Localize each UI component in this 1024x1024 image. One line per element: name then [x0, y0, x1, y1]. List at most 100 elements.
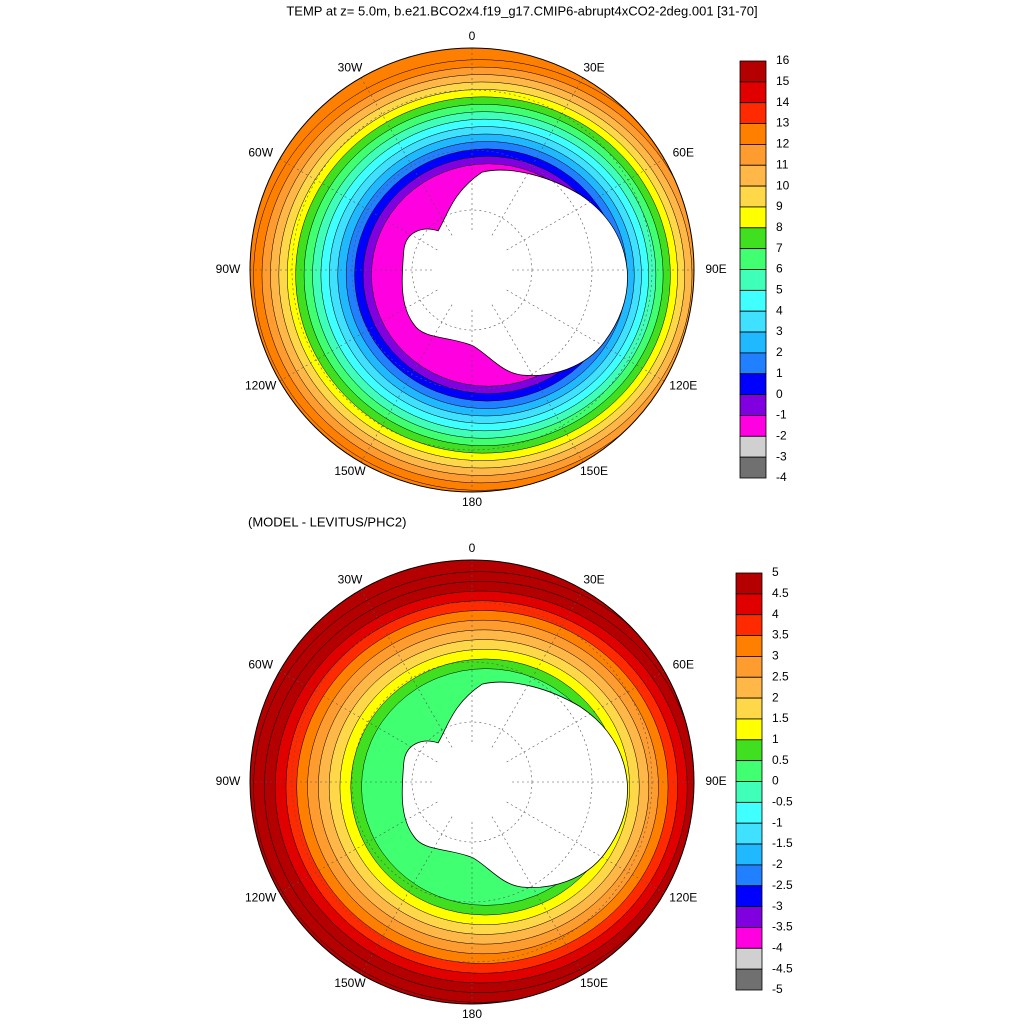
colorbar-box: [735, 614, 763, 636]
graticule: [279, 801, 438, 894]
colorbar-box: [739, 248, 767, 270]
graticule: [360, 816, 453, 975]
colorbar-box: [739, 310, 767, 333]
colorbar-label: -0.5: [772, 795, 793, 809]
longitude-label: 60E: [673, 146, 694, 160]
colorbar-label: -2: [772, 857, 783, 871]
colorbar-label: 0.5: [772, 753, 789, 767]
longitude-label: 60W: [248, 658, 273, 672]
title: TEMP at z= 5.0m, b.e21.BCO2x4.f19_g17.CM…: [286, 3, 757, 18]
longitude-label: 90E: [705, 774, 726, 788]
colorbar-label: -4: [776, 470, 787, 484]
colorbar-label: -1.5: [772, 836, 793, 850]
graticule: [279, 670, 438, 763]
colorbar-box: [735, 906, 763, 928]
colorbar-box: [739, 81, 767, 104]
longitude-label: 90W: [216, 774, 241, 788]
colorbar-label: -4: [772, 940, 783, 954]
map-border: [249, 559, 695, 1005]
colorbar-box: [739, 456, 767, 479]
colorbar-box: [739, 415, 767, 437]
colorbar-box: [735, 676, 763, 699]
longitude-label: 30E: [583, 60, 604, 74]
colorbar-box: [739, 269, 767, 291]
longitude-label: 0: [469, 29, 476, 43]
colorbar-box: [739, 352, 767, 375]
colorbar-label: 4: [776, 303, 783, 317]
longitude-label: 30W: [338, 572, 363, 586]
colorbar-label: 2.5: [772, 669, 789, 683]
map-field: [250, 48, 694, 492]
colorbar-label: 14: [776, 95, 790, 109]
colorbar-box: [735, 801, 763, 824]
graticule: [491, 816, 584, 975]
graticule: [360, 77, 453, 236]
graticule: [506, 158, 665, 251]
colorbar-label: 9: [776, 199, 783, 213]
colorbar-label: 1.5: [772, 711, 789, 725]
longitude-label: 60W: [248, 146, 273, 160]
colorbar-label: -2: [776, 428, 787, 442]
colorbar-label: 2: [772, 690, 779, 704]
colorbar-label: -3: [776, 449, 787, 463]
colorbar-box: [735, 947, 763, 970]
colorbar-label: -2.5: [772, 878, 793, 892]
graticule: [506, 670, 665, 763]
map-field: [250, 560, 694, 1004]
colorbar-label: -1: [776, 408, 787, 422]
colorbar-label: 4.5: [772, 586, 789, 600]
colorbar-box: [739, 331, 767, 354]
colorbar-label: 15: [776, 74, 790, 88]
colorbar-label: 12: [776, 137, 790, 151]
colorbar-label: 16: [776, 53, 790, 67]
colorbar-label: 3: [772, 649, 779, 663]
graticule: [506, 289, 665, 382]
longitude-label: 90E: [705, 262, 726, 276]
colorbar-label: 6: [776, 262, 783, 276]
graticule: [491, 589, 584, 748]
colorbar-box: [739, 435, 767, 458]
colorbar-box: [735, 885, 763, 908]
colorbar-box: [735, 739, 763, 762]
colorbar-label: 1: [772, 732, 779, 746]
colorbar-box: [735, 760, 763, 782]
longitude-label: 180: [462, 1007, 482, 1021]
graticule: [279, 289, 438, 382]
colorbar-label: -3.5: [772, 920, 793, 934]
longitude-label: 120E: [669, 891, 697, 905]
longitude-label: 30W: [338, 60, 363, 74]
colorbar-box: [739, 206, 767, 229]
colorbar-box: [739, 227, 767, 250]
colorbar-label: 8: [776, 220, 783, 234]
longitude-label: 30E: [583, 572, 604, 586]
subtitle: (MODEL - LEVITUS/PHC2): [248, 514, 406, 529]
colorbar-label: 10: [776, 178, 790, 192]
colorbar-label: 4: [772, 607, 779, 621]
colorbar-box: [735, 572, 763, 595]
colorbar-box: [739, 164, 767, 187]
colorbar-box: [739, 394, 767, 416]
colorbar-label: -1: [772, 815, 783, 829]
colorbar-label: 1: [776, 366, 783, 380]
colorbar-box: [735, 781, 763, 803]
colorbar-box: [739, 123, 767, 145]
colorbar-label: 0: [772, 774, 779, 788]
colorbar-box: [735, 864, 763, 887]
colorbar-label: 11: [776, 157, 789, 171]
colorbar-box: [735, 718, 763, 741]
colorbar-label: 3: [776, 324, 783, 338]
longitude-label: 150E: [580, 976, 608, 990]
colorbar-label: 5: [772, 565, 779, 579]
graticule: [506, 801, 665, 894]
longitude-label: 150E: [580, 464, 608, 478]
colorbar-box: [735, 843, 763, 866]
colorbar-label: 5: [776, 283, 783, 297]
colorbar-box: [739, 289, 767, 312]
graticule: [491, 77, 584, 236]
colorbar-label: -3: [772, 899, 783, 913]
graticule: [360, 589, 453, 748]
colorbar-box: [739, 102, 767, 124]
colorbar-box: [739, 60, 767, 83]
colorbar-label: 3.5: [772, 628, 789, 642]
